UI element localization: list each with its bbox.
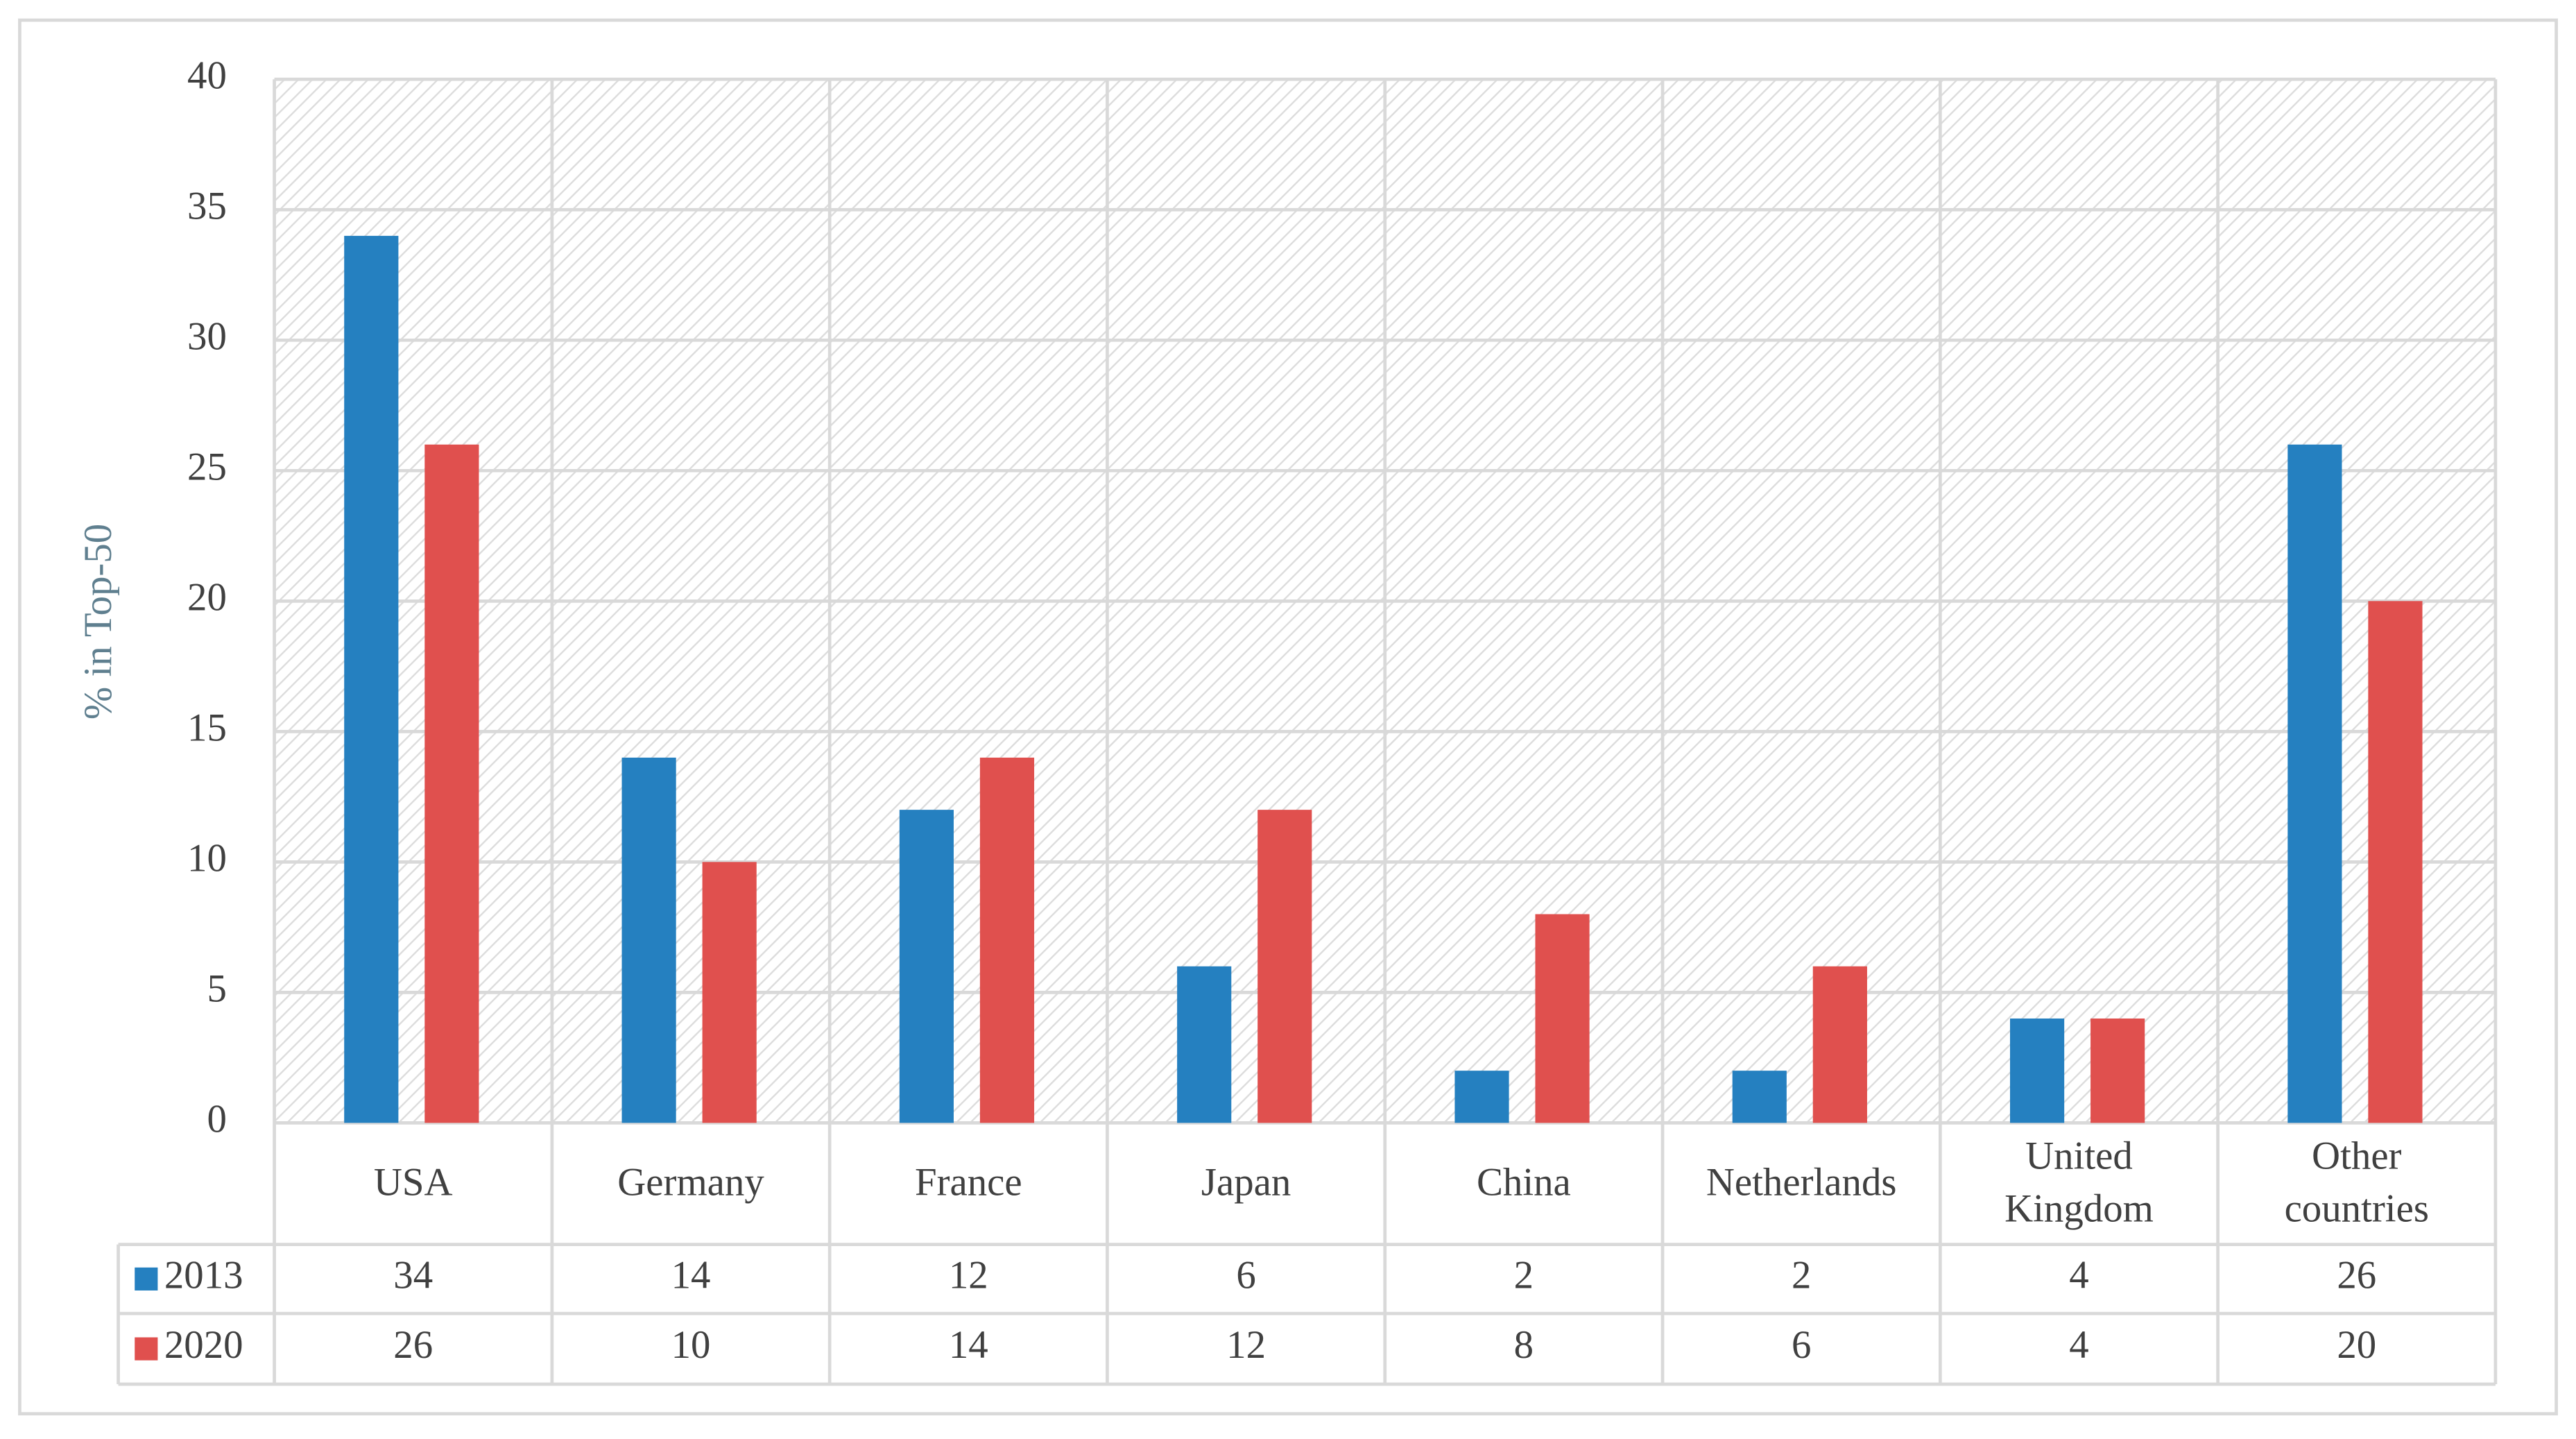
legend-swatch xyxy=(135,1337,158,1361)
table-value: 14 xyxy=(949,1323,988,1367)
bar xyxy=(2287,444,2342,1123)
bar xyxy=(424,444,479,1123)
table-value: 6 xyxy=(1792,1323,1811,1367)
table-value: 12 xyxy=(1226,1323,1266,1367)
x-tick-label-box: Other countries xyxy=(2284,1136,2429,1232)
x-tick-label-box: Germany xyxy=(617,1162,764,1205)
legend-label: 2020 xyxy=(164,1323,243,1367)
bar xyxy=(2010,1018,2065,1123)
table-value: 2 xyxy=(1792,1253,1811,1297)
x-tick-label: Netherlands xyxy=(1706,1162,1897,1205)
bar xyxy=(1177,966,1232,1123)
table-value: 26 xyxy=(2337,1253,2376,1297)
bar xyxy=(621,757,676,1123)
x-tick-label: United Kingdom xyxy=(2004,1136,2154,1232)
x-tick-label-box: China xyxy=(1476,1162,1571,1205)
bar xyxy=(899,810,954,1123)
bar xyxy=(1257,810,1312,1123)
y-tick-label: 20 xyxy=(187,575,227,619)
x-tick-label-box: Netherlands xyxy=(1706,1162,1897,1205)
x-tick-label: Japan xyxy=(1201,1162,1291,1205)
bar xyxy=(344,235,399,1123)
table-value: 6 xyxy=(1236,1253,1255,1297)
bar xyxy=(1812,966,1867,1123)
y-tick-label: 30 xyxy=(187,314,227,358)
table-value: 10 xyxy=(671,1323,711,1367)
table-value: 12 xyxy=(949,1253,988,1297)
x-tick-label: France xyxy=(914,1162,1022,1205)
table-value: 26 xyxy=(393,1323,433,1367)
x-tick-label-box: Japan xyxy=(1201,1162,1291,1205)
bar xyxy=(979,757,1035,1123)
y-axis-label: % in Top-50 xyxy=(76,524,120,720)
table-value: 14 xyxy=(671,1253,711,1297)
y-tick-label: 5 xyxy=(207,967,226,1010)
x-tick-label-box: United Kingdom xyxy=(2004,1136,2154,1232)
y-tick-label: 25 xyxy=(187,445,227,488)
legend-label: 2013 xyxy=(164,1253,243,1297)
y-tick-label: 35 xyxy=(187,184,227,228)
x-tick-label: Germany xyxy=(617,1162,764,1205)
bar xyxy=(2090,1018,2145,1123)
x-tick-label-box: USA xyxy=(373,1162,453,1205)
bar xyxy=(1454,1071,1509,1123)
x-tick-label-box: France xyxy=(914,1162,1022,1205)
table-value: 4 xyxy=(2069,1253,2088,1297)
table-value: 34 xyxy=(393,1253,433,1297)
y-tick-label: 40 xyxy=(187,53,227,97)
bar xyxy=(1535,914,1590,1123)
x-tick-label: Other countries xyxy=(2284,1136,2429,1232)
x-tick-label: China xyxy=(1476,1162,1571,1205)
y-tick-label: 0 xyxy=(207,1097,226,1141)
bar xyxy=(1732,1071,1787,1123)
y-tick-label: 15 xyxy=(187,706,227,749)
bar xyxy=(702,862,757,1123)
table-value: 20 xyxy=(2337,1323,2376,1367)
x-tick-label: USA xyxy=(373,1162,453,1205)
legend-swatch xyxy=(135,1267,158,1291)
y-tick-label: 10 xyxy=(187,836,227,880)
table-value: 8 xyxy=(1514,1323,1534,1367)
table-value: 2 xyxy=(1514,1253,1534,1297)
table-value: 4 xyxy=(2069,1323,2088,1367)
bar xyxy=(2368,601,2423,1123)
